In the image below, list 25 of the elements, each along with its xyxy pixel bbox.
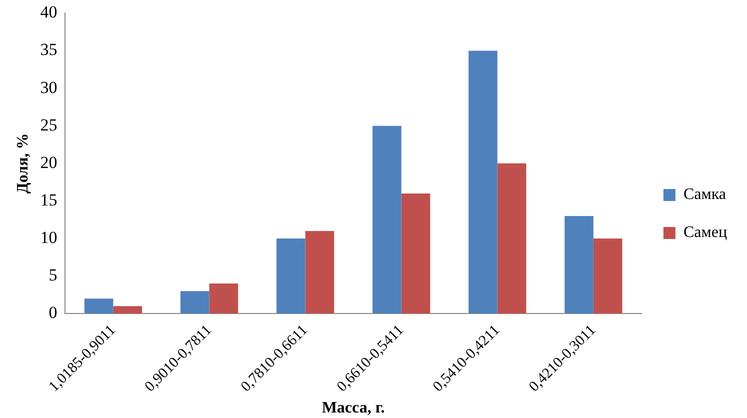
bar: [84, 298, 114, 314]
legend-label: Самка: [683, 186, 726, 204]
bar: [593, 238, 622, 314]
bar: [401, 193, 430, 314]
y-tick-label: 20: [40, 152, 58, 172]
y-tick-label: 10: [40, 228, 58, 247]
bar: [209, 284, 238, 314]
y-tick-label: 30: [40, 78, 58, 97]
bar: [276, 238, 306, 314]
bar: [468, 50, 498, 314]
bar: [180, 291, 210, 314]
y-axis-title: Доля, %: [14, 133, 32, 194]
bar: [497, 163, 526, 314]
y-tick-label: 0: [48, 303, 58, 322]
y-tick-label: 40: [40, 2, 58, 22]
bar: [305, 230, 334, 314]
bar: [113, 306, 142, 314]
y-tick-label: 5: [48, 266, 58, 285]
y-tick-label: 35: [40, 40, 58, 60]
legend-label: Самец: [683, 224, 728, 242]
bar: [372, 126, 402, 314]
x-axis-title: Масса, г.: [322, 400, 385, 417]
y-tick-label: 25: [40, 115, 58, 134]
bar: [564, 216, 594, 314]
y-tick-label: 15: [40, 190, 58, 210]
